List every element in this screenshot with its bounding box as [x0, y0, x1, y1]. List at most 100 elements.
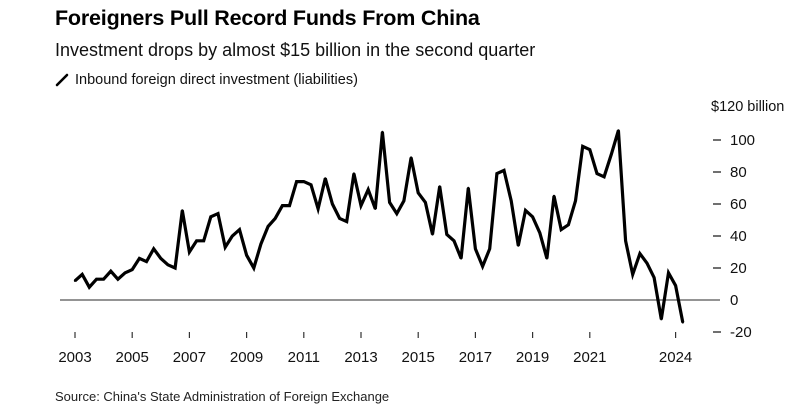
- data-point: [81, 273, 84, 276]
- data-point: [560, 228, 563, 231]
- x-axis: 2003 2005 2007 2009 2011 2013 2015 2017 2019 2021…: [58, 332, 692, 366]
- data-point: [173, 266, 177, 270]
- data-point: [624, 239, 627, 242]
- legend-line-icon: [55, 73, 69, 87]
- x-tick-label: 2015: [402, 349, 435, 366]
- data-points: [73, 129, 684, 324]
- data-point: [209, 215, 212, 218]
- data-point: [459, 257, 463, 260]
- y-tick-label: -20: [730, 324, 752, 341]
- data-point: [288, 204, 291, 207]
- data-point: [660, 318, 663, 321]
- y-tick-label: 60: [730, 196, 747, 213]
- data-point: [123, 271, 127, 274]
- source-note: Source: China's State Administration of …: [55, 389, 390, 404]
- data-point: [331, 202, 334, 206]
- data-point: [517, 244, 520, 247]
- data-point: [188, 250, 191, 254]
- data-point: [545, 257, 549, 260]
- data-point: [431, 233, 434, 236]
- data-point: [652, 276, 656, 279]
- data-point: [681, 321, 684, 324]
- data-point: [352, 172, 356, 175]
- data-point: [202, 239, 205, 242]
- data-point: [252, 266, 255, 270]
- data-point: [245, 254, 248, 257]
- data-point: [181, 209, 184, 212]
- data-point: [452, 239, 456, 242]
- y-axis-unit-label: $120 billion: [711, 99, 785, 115]
- data-point: [445, 233, 448, 236]
- data-point: [402, 199, 406, 202]
- data-point: [367, 188, 370, 191]
- data-point: [438, 185, 441, 188]
- data-point: [266, 225, 270, 228]
- data-point: [195, 239, 198, 242]
- data-point: [531, 215, 534, 218]
- data-point: [274, 217, 277, 220]
- chart-subtitle: Investment drops by almost $15 billion i…: [55, 40, 536, 60]
- data-point: [281, 204, 284, 207]
- data-point: [116, 278, 120, 281]
- x-tick-label: 2019: [516, 349, 549, 366]
- data-point: [667, 271, 670, 274]
- series-line-fdi: [73, 129, 685, 323]
- x-tick-label: 2013: [344, 349, 377, 366]
- data-point: [674, 284, 677, 287]
- data-point: [567, 223, 570, 226]
- data-point: [595, 172, 599, 175]
- data-point: [388, 201, 391, 204]
- y-tick-label: 40: [730, 228, 747, 245]
- data-point: [552, 194, 556, 198]
- legend: Inbound foreign direct investment (liabi…: [55, 72, 358, 88]
- data-point: [631, 273, 634, 276]
- chart-title: Foreigners Pull Record Funds From China: [55, 6, 480, 30]
- y-tick-label: 100: [730, 132, 755, 149]
- data-point: [231, 234, 234, 238]
- data-point: [502, 169, 506, 172]
- data-point: [224, 246, 227, 249]
- x-tick-label: 2009: [230, 349, 263, 366]
- data-point: [95, 278, 98, 281]
- data-point: [645, 262, 649, 265]
- data-point: [338, 217, 341, 220]
- y-tick-label: 80: [730, 164, 747, 181]
- data-point: [88, 286, 91, 289]
- data-point: [581, 145, 584, 148]
- data-point: [309, 183, 313, 186]
- data-point: [588, 148, 591, 151]
- data-point: [152, 247, 155, 250]
- data-point: [610, 153, 613, 156]
- y-tick-label: 20: [730, 260, 747, 277]
- data-point: [574, 199, 577, 202]
- data-point: [638, 252, 642, 255]
- data-point: [302, 180, 305, 183]
- data-point: [409, 156, 413, 159]
- data-point: [495, 172, 499, 175]
- data-point: [617, 129, 620, 132]
- data-point: [467, 186, 470, 190]
- y-tick-label: 0: [730, 292, 738, 309]
- data-point: [73, 279, 77, 282]
- data-point: [238, 228, 241, 231]
- data-point: [102, 278, 105, 281]
- data-point: [602, 175, 606, 178]
- data-point: [474, 247, 477, 250]
- legend-label: Inbound foreign direct investment (liabi…: [75, 72, 358, 88]
- data-point: [145, 260, 148, 263]
- data-point: [510, 199, 513, 202]
- data-point: [481, 265, 484, 268]
- x-tick-label: 2021: [573, 349, 606, 366]
- data-point: [417, 191, 420, 194]
- data-point: [166, 263, 170, 266]
- x-tick-label: 2017: [459, 349, 492, 366]
- data-point: [159, 257, 162, 260]
- data-point: [538, 231, 541, 234]
- x-tick-label: 2024: [659, 349, 692, 366]
- data-point: [488, 247, 491, 250]
- data-point: [359, 204, 363, 207]
- data-point: [381, 130, 384, 134]
- data-point: [424, 201, 427, 204]
- data-point: [395, 212, 398, 215]
